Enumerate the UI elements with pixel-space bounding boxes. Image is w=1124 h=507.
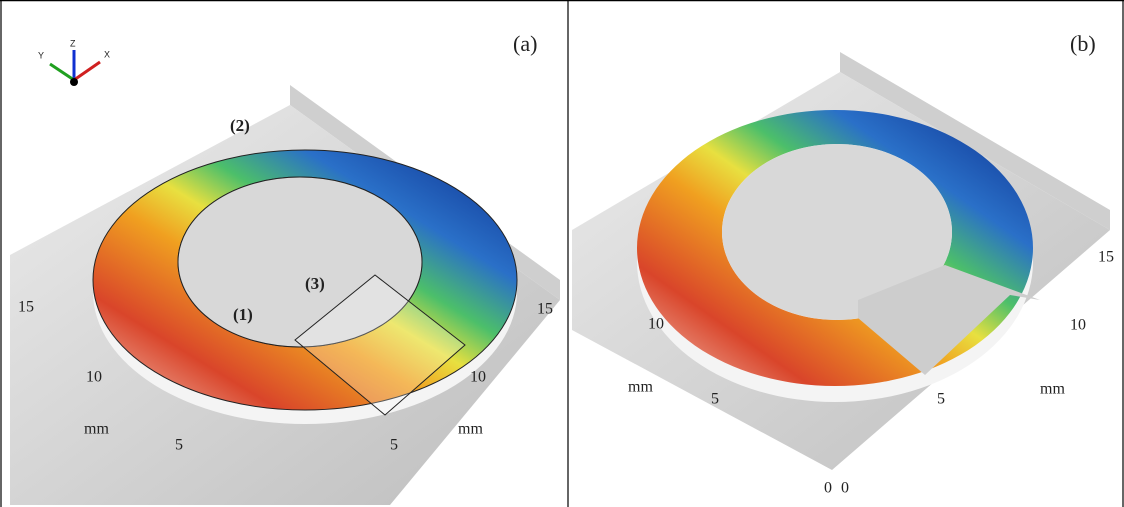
axis-label: 15 xyxy=(18,299,34,316)
annotation: (1) xyxy=(233,305,253,324)
panel-b: (b) 10 mm 5 0 15 10 mm 5 0 xyxy=(572,31,1114,497)
axis-label: 0 xyxy=(824,480,832,497)
axis-label: 0 xyxy=(841,480,849,497)
axis-label: 5 xyxy=(711,391,719,408)
axis-label: mm xyxy=(458,421,483,438)
figure: Y Z X (a) (2) (3) (1) 15 10 mm 5 15 10 m… xyxy=(0,0,1124,507)
annotation: (3) xyxy=(305,274,325,293)
axis-label: 10 xyxy=(470,369,486,386)
axis-label: 10 xyxy=(86,369,102,386)
axis-label: 5 xyxy=(390,437,398,454)
annotation: (2) xyxy=(230,116,250,135)
axis-label: 5 xyxy=(175,437,183,454)
panel-a: Y Z X (a) (2) (3) (1) 15 10 mm 5 15 10 m… xyxy=(10,31,560,505)
triad-label: Y xyxy=(38,50,44,60)
panel-label: (a) xyxy=(513,31,537,56)
axis-label: mm xyxy=(628,379,653,396)
axis-label: 10 xyxy=(1070,317,1086,334)
axis-triad xyxy=(50,50,100,86)
axis-label: 5 xyxy=(937,391,945,408)
axis-label: mm xyxy=(84,421,109,438)
triad-label: Z xyxy=(70,38,76,48)
panel-label: (b) xyxy=(1070,31,1096,56)
axis-label: 15 xyxy=(1098,249,1114,266)
triad-label: X xyxy=(104,49,110,59)
axis-label: 10 xyxy=(648,316,664,333)
axis-label: 15 xyxy=(537,301,553,318)
axis-label: mm xyxy=(1040,381,1065,398)
